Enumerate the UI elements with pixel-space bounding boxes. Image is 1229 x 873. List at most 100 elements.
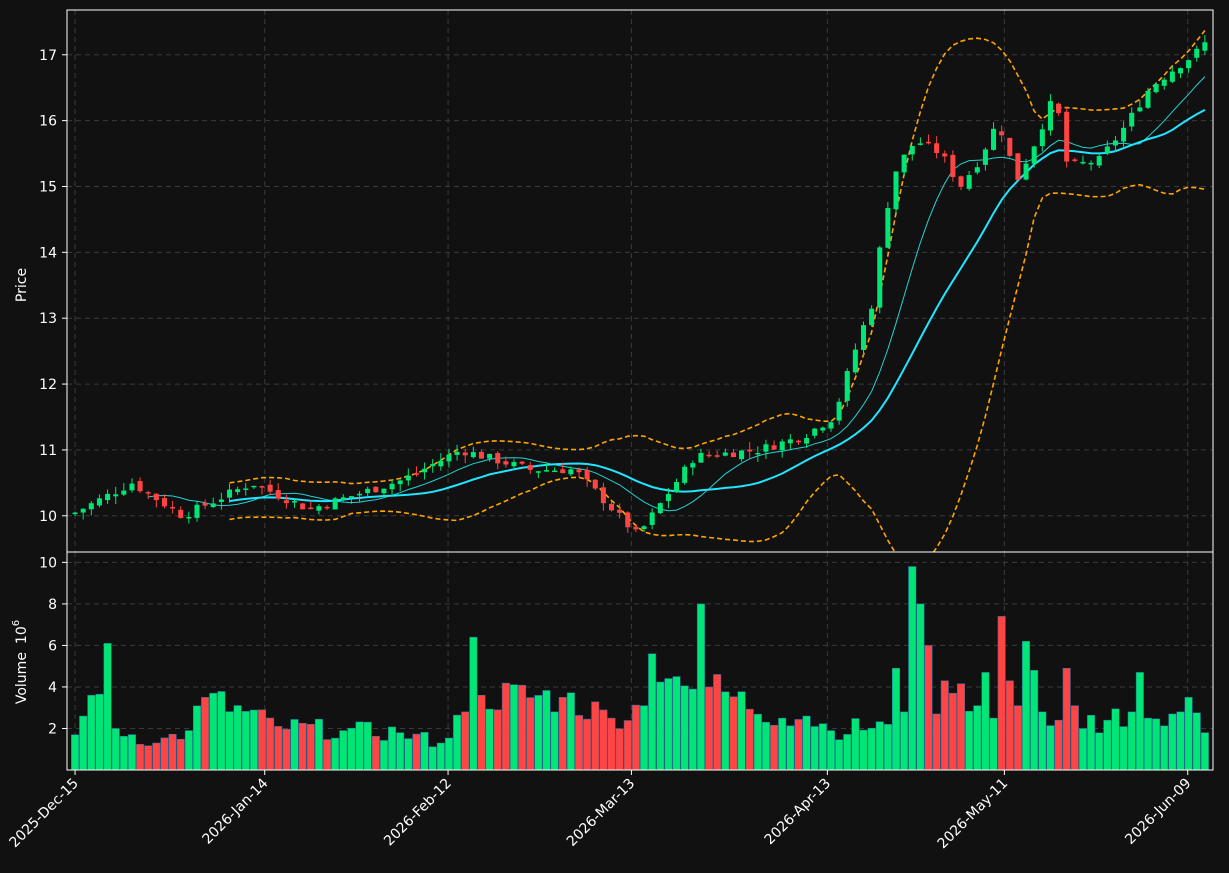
candle-body (722, 452, 728, 456)
volume-axis-exponent-power: 6 (11, 620, 22, 626)
candle-body (885, 208, 891, 248)
volume-bar (1160, 725, 1169, 771)
volume-bar (867, 727, 876, 771)
candle-body (267, 484, 273, 492)
volume-bar (71, 734, 80, 771)
candle-body (535, 471, 541, 473)
candle-body (1096, 156, 1102, 166)
candle-body (795, 440, 801, 443)
candle-body (771, 445, 777, 450)
volume-bar (1135, 672, 1144, 771)
volume-bar (550, 711, 559, 771)
volume-bar (396, 732, 405, 771)
candle-body (446, 454, 452, 462)
volume-bar (843, 734, 852, 771)
volume-bar (908, 566, 917, 771)
volume-bar (323, 739, 332, 771)
volume-bar (477, 695, 486, 771)
candle-body (901, 154, 907, 173)
candle-body (1137, 107, 1143, 112)
candle-body (917, 143, 923, 145)
candle-body (1153, 84, 1159, 93)
candle-body (1121, 127, 1127, 142)
candle-body (145, 492, 151, 494)
volume-bar (428, 746, 437, 771)
volume-bar (583, 718, 592, 771)
candle-body (1072, 159, 1078, 161)
candle-body (348, 496, 354, 498)
candle-body (503, 461, 509, 465)
volume-bar (1200, 732, 1209, 771)
volume-bar (225, 711, 234, 771)
candle-body (1064, 111, 1070, 162)
candle-body (161, 498, 167, 507)
candle-body (438, 460, 444, 467)
price-plot (72, 30, 1208, 552)
candle-body (1112, 140, 1118, 146)
volume-bar (331, 737, 340, 771)
candle-body (519, 461, 525, 464)
candle-body (1023, 163, 1029, 180)
volume-bar (87, 695, 96, 771)
candle-body (1007, 137, 1013, 156)
candle-body (105, 493, 111, 501)
volume-bar (282, 728, 291, 771)
candle-body (365, 488, 371, 494)
candle-body (1186, 60, 1192, 69)
candle-body (1080, 161, 1086, 164)
volume-bar (1095, 732, 1104, 771)
candle-body (527, 465, 533, 470)
candle-body (730, 452, 736, 458)
volume-bar (761, 721, 770, 771)
volume-bar (518, 684, 527, 771)
volume-bar (1119, 726, 1128, 771)
candle-body (974, 167, 980, 173)
volume-bar (705, 686, 714, 771)
volume-bar (241, 711, 250, 771)
candle-body (470, 452, 476, 458)
volume-bar (209, 692, 218, 771)
volume-bar (363, 721, 372, 771)
volume-tick-label: 4 (48, 680, 57, 696)
bollinger-lower-line (229, 183, 1206, 552)
candle-body (1056, 103, 1062, 114)
candle-body (925, 141, 932, 144)
candle-body (462, 452, 468, 456)
volume-bar (1087, 714, 1096, 771)
candle-body (1145, 90, 1151, 108)
candle-body (966, 175, 972, 189)
volume-bar (1070, 705, 1079, 771)
volume-bar (160, 737, 169, 771)
volume-bar (371, 735, 380, 771)
candle-body (137, 481, 143, 492)
volume-bar (1038, 711, 1047, 771)
price-tick-label: 16 (39, 114, 57, 130)
volume-bar (1168, 713, 1177, 771)
candle-body (950, 154, 956, 177)
candle-body (129, 483, 135, 491)
volume-bar (1192, 712, 1201, 771)
volume-bar (420, 732, 429, 771)
volume-bar (916, 603, 925, 771)
candle-body (292, 501, 298, 503)
candle-body (1202, 42, 1208, 51)
volume-bar (453, 714, 462, 771)
volume-bar (883, 724, 892, 771)
volume-bar (575, 715, 583, 771)
candle-body (194, 504, 200, 518)
volume-bar (826, 730, 835, 771)
volume-bar (672, 676, 681, 771)
volume-bar (347, 727, 356, 771)
candle-body (942, 153, 948, 157)
volume-bar (493, 709, 502, 771)
candle-body (657, 503, 663, 514)
volume-bar (599, 709, 608, 771)
candle-body (682, 466, 688, 483)
candle-body (641, 526, 647, 530)
volume-bar (444, 737, 453, 771)
volume-bar (1013, 705, 1022, 771)
volume-bar (404, 738, 413, 771)
volume-bar (932, 713, 941, 771)
candle-body (478, 451, 484, 459)
volume-bar (534, 695, 543, 771)
